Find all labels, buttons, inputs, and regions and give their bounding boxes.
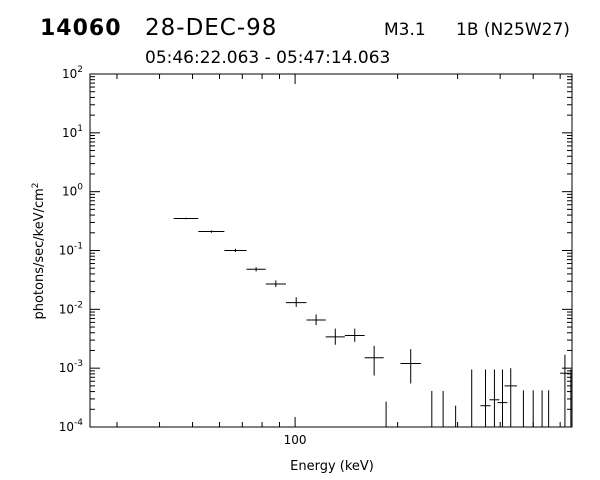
y-tick-label: 10-3 xyxy=(59,359,83,375)
data-point xyxy=(344,328,365,342)
x-axis-label: Energy (keV) xyxy=(290,459,374,474)
ticks: 102 101 100 10-1 10-2 10-3 10-4 100 xyxy=(59,65,572,447)
y-tick-label: 10-2 xyxy=(59,300,83,316)
data-point xyxy=(325,328,345,345)
axes xyxy=(89,73,573,428)
y-tick-label: 102 xyxy=(62,65,83,81)
event-date: 28-DEC-98 xyxy=(145,15,278,41)
y-tick-label: 10-4 xyxy=(59,418,84,434)
data-series xyxy=(173,217,572,427)
y-tick-label: 100 xyxy=(62,183,83,199)
data-point xyxy=(400,349,421,384)
data-point xyxy=(480,369,491,427)
y-tick-label: 10-1 xyxy=(59,242,83,258)
event-id: 14060 xyxy=(40,16,122,41)
flare-class: M3.1 xyxy=(384,20,426,40)
data-point xyxy=(173,217,199,220)
data-point xyxy=(306,314,326,326)
data-point xyxy=(246,267,266,272)
optical-class: 1B (N25W27) xyxy=(456,20,570,40)
header: 14060 28-DEC-98 M3.1 1B (N25W27) 05:46:2… xyxy=(0,0,600,75)
y-tick-label: 101 xyxy=(62,124,83,140)
plot-frame xyxy=(89,73,573,428)
data-point xyxy=(265,280,286,287)
data-point xyxy=(497,369,508,427)
data-point xyxy=(224,248,247,253)
data-point xyxy=(285,297,307,307)
x-tick-label: 100 xyxy=(284,433,307,447)
data-point xyxy=(489,369,500,427)
time-range: 05:46:22.063 - 05:47:14.063 xyxy=(145,48,391,68)
data-point xyxy=(198,230,225,233)
data-point xyxy=(504,368,517,427)
y-axis-label: photons/sec/keV/cm2 xyxy=(31,182,47,319)
data-point xyxy=(364,345,384,376)
data-point xyxy=(560,354,570,427)
